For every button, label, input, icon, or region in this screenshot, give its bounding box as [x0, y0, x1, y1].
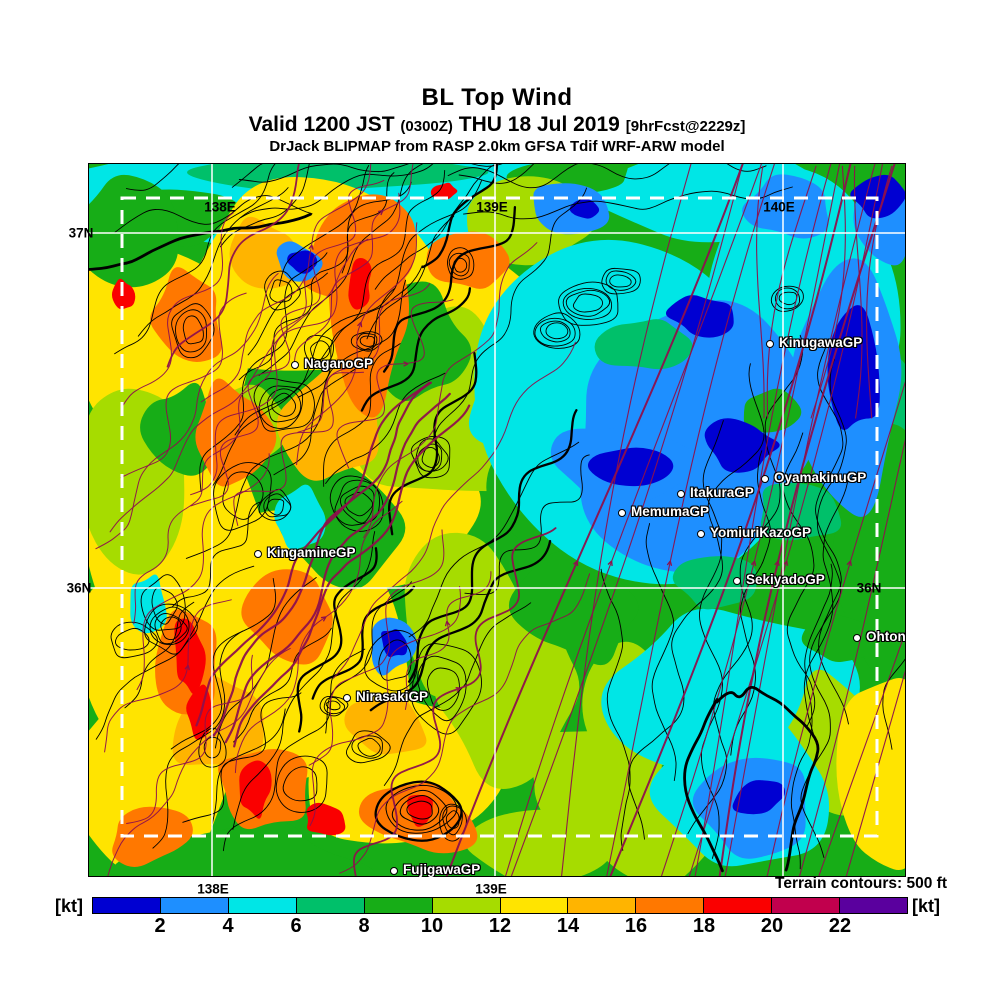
station-dot	[390, 867, 398, 875]
colorbar-cell	[295, 898, 364, 913]
colorbar	[92, 897, 908, 914]
station-label: ItakuraGP	[690, 485, 754, 500]
colorbar-cell	[499, 898, 568, 913]
station-dot	[343, 694, 351, 702]
map-svg	[88, 163, 906, 877]
grid-label-36n: 36N	[66, 580, 92, 596]
station-dot	[254, 550, 262, 558]
colorbar-cell	[227, 898, 296, 913]
colorbar-tick: 6	[290, 915, 302, 937]
grid-label-140e: 140E	[763, 199, 795, 215]
station-dot	[697, 530, 705, 538]
colorbar-unit-right: [kt]	[912, 896, 940, 916]
wind-map: NaganoGP KinugawaGP OyamakinuGP ItakuraGP Me…	[88, 163, 906, 877]
station-label: NirasakiGP	[356, 689, 429, 704]
station-label: NaganoGP	[304, 356, 374, 371]
station-dot	[761, 475, 769, 483]
colorbar-cell	[771, 898, 840, 913]
colorbar-tick: 2	[154, 915, 166, 937]
station-dot	[766, 340, 774, 348]
station-label: KinugawaGP	[779, 335, 863, 350]
valid-zulu: (0300Z)	[400, 118, 453, 135]
colorbar-cell	[839, 898, 908, 913]
colorbar-tick: 22	[828, 915, 852, 937]
station-dot	[733, 577, 741, 585]
colorbar-cell	[93, 898, 160, 913]
colorbar-ticks: 2 4 6 8 10 12 14 16 18 20 22	[92, 915, 908, 939]
colorbar-tick: 16	[624, 915, 648, 937]
station-label: Ohtone	[866, 629, 906, 644]
station-dot	[291, 361, 299, 369]
station-label: SekiyadoGP	[746, 572, 825, 587]
grid-label-36n: 36N	[856, 580, 882, 596]
page-title: BL Top Wind	[421, 84, 573, 111]
station-label: FujigawaGP	[403, 862, 481, 877]
grid-label-138e: 138E	[204, 199, 236, 215]
colorbar-tick: 18	[692, 915, 716, 937]
station-label: KingamineGP	[267, 545, 356, 560]
station-label: YomiuriKazoGP	[710, 525, 812, 540]
terrain-note: Terrain contours: 500 ft	[775, 875, 947, 892]
colorbar-tick: 20	[760, 915, 784, 937]
station-label: MemumaGP	[631, 504, 710, 519]
station-dot	[853, 634, 861, 642]
colorbar-cell	[635, 898, 704, 913]
colorbar-cell	[567, 898, 636, 913]
station-dot	[618, 509, 626, 517]
valid-line: Valid 1200 JST (0300Z) THU 18 Jul 2019 […	[0, 113, 994, 137]
colorbar-tick: 8	[358, 915, 370, 937]
colorbar-tick: 12	[488, 915, 512, 937]
grid-label-37n: 37N	[68, 225, 94, 241]
colorbar-unit-left: [kt]	[55, 896, 83, 916]
colorbar-cell	[703, 898, 772, 913]
grid-label-138e: 138E	[197, 881, 229, 897]
model-line: DrJack BLIPMAP from RASP 2.0km GFSA Tdif…	[269, 138, 725, 155]
colorbar-tick: 14	[556, 915, 580, 937]
colorbar-tick: 4	[222, 915, 234, 937]
grid-label-139e: 139E	[475, 881, 507, 897]
colorbar-tick: 10	[420, 915, 444, 937]
valid-prefix: Valid 1200 JST	[248, 113, 395, 136]
grid-label-139e: 139E	[476, 199, 508, 215]
colorbar-cell	[431, 898, 500, 913]
colorbar-cell	[159, 898, 228, 913]
station-dot	[677, 490, 685, 498]
header: BL Top Wind Valid 1200 JST (0300Z) THU 1…	[0, 84, 994, 155]
valid-date: THU 18 Jul 2019	[458, 113, 620, 136]
valid-fcst: [9hrFcst@2229z]	[625, 118, 746, 135]
colorbar-cell	[363, 898, 432, 913]
station-label: OyamakinuGP	[774, 470, 867, 485]
